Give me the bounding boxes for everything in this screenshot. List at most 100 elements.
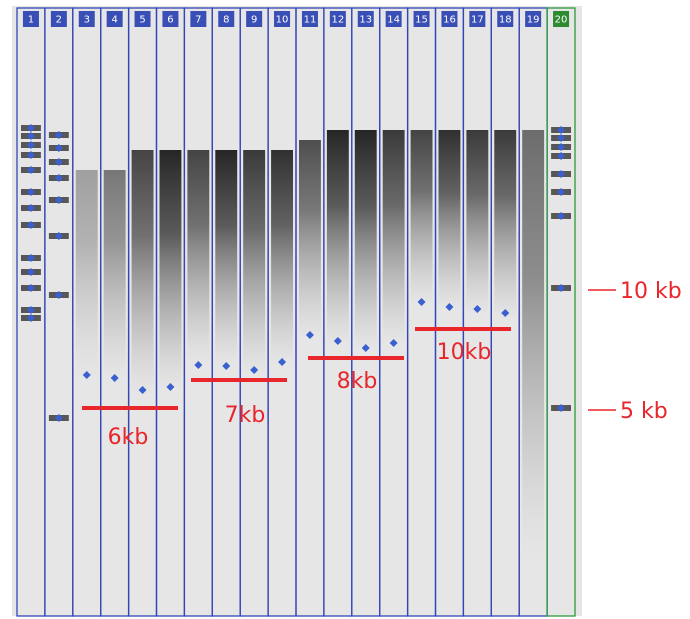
band-marker — [26, 151, 35, 159]
lane-tag — [413, 11, 430, 27]
band-marker — [54, 174, 63, 182]
lane-number: 14 — [387, 15, 400, 26]
band-marker — [194, 361, 203, 369]
lane-tag — [162, 11, 179, 27]
band-marker — [473, 305, 482, 313]
lane-number: 17 — [471, 15, 484, 26]
lane-number: 10 — [276, 15, 289, 26]
band-marker — [26, 124, 35, 132]
lane-tag — [274, 11, 291, 27]
band-marker — [138, 386, 147, 394]
lane-tag — [218, 11, 235, 27]
band-marker — [557, 404, 566, 412]
dna-smear — [299, 140, 321, 340]
band-marker — [557, 152, 566, 160]
lane-tag — [329, 11, 346, 27]
band-marker — [333, 337, 342, 345]
size-label: 8kb — [337, 369, 378, 394]
band-marker — [250, 366, 259, 374]
band-marker — [557, 284, 566, 292]
lane-number: 6 — [167, 15, 173, 26]
band-marker — [305, 331, 314, 339]
lane-number: 13 — [359, 15, 372, 26]
lane-tag — [190, 11, 207, 27]
lane-tag — [357, 11, 374, 27]
dna-smear — [466, 130, 489, 315]
lane-number: 20 — [555, 15, 568, 26]
band-marker — [26, 306, 35, 314]
lane-number: 7 — [195, 15, 201, 26]
dna-smear — [215, 150, 238, 365]
band-marker — [26, 132, 35, 140]
dna-smear — [326, 130, 349, 345]
lane-tag — [301, 11, 318, 27]
lane-number: 15 — [415, 15, 428, 26]
band-marker — [26, 268, 35, 276]
lane-number: 9 — [251, 15, 257, 26]
lane-tag — [134, 11, 151, 27]
band-marker — [501, 309, 510, 317]
band-marker — [26, 284, 35, 292]
marker-label: 5 kb — [620, 399, 668, 424]
dna-smear — [438, 130, 461, 310]
lane-tag — [441, 11, 458, 27]
dna-smear — [271, 150, 293, 365]
band-marker — [26, 166, 35, 174]
dna-smear — [103, 170, 126, 380]
band-marker — [54, 291, 63, 299]
lane-tag — [385, 11, 402, 27]
dna-smear — [187, 150, 210, 365]
band-marker — [82, 371, 91, 379]
marker-label: 10 kb — [620, 279, 682, 304]
lane-number: 16 — [443, 15, 456, 26]
lane-number: 5 — [139, 15, 145, 26]
lane-tag — [246, 11, 263, 27]
size-label: 7kb — [225, 403, 266, 428]
lane-number: 4 — [111, 15, 117, 26]
band-marker — [166, 383, 175, 391]
lane-number: 18 — [499, 15, 512, 26]
band-marker — [278, 358, 287, 366]
lane-number: 2 — [56, 15, 62, 26]
dna-smear — [159, 150, 182, 390]
dna-smear — [243, 150, 266, 375]
band-marker — [26, 254, 35, 262]
band-marker — [361, 344, 370, 352]
band-marker — [222, 362, 231, 370]
band-marker — [26, 141, 35, 149]
band-marker — [26, 314, 35, 322]
band-marker — [389, 339, 398, 347]
band-marker — [26, 188, 35, 196]
band-marker — [557, 170, 566, 178]
band-marker — [54, 414, 63, 422]
lane-number: 11 — [304, 15, 317, 26]
band-marker — [557, 126, 566, 134]
lane-number: 12 — [331, 15, 344, 26]
band-marker — [557, 212, 566, 220]
lane-number: 19 — [527, 15, 540, 26]
lane-number: 3 — [84, 15, 90, 26]
band-marker — [54, 158, 63, 166]
band-marker — [54, 144, 63, 152]
band-marker — [54, 232, 63, 240]
band-marker — [54, 196, 63, 204]
band-marker — [557, 143, 566, 151]
lane-tag — [497, 11, 514, 27]
band-marker — [26, 221, 35, 229]
dna-smear — [410, 130, 433, 305]
lane-number: 1 — [28, 15, 34, 26]
band-marker — [445, 303, 454, 311]
dna-smear — [522, 130, 545, 560]
dna-smear — [494, 130, 517, 320]
lane-tag — [553, 11, 570, 27]
band-marker — [110, 374, 119, 382]
lane-tag — [22, 11, 39, 27]
lane-tag — [525, 11, 542, 27]
size-label: 10kb — [437, 340, 492, 365]
dna-smear — [75, 170, 98, 380]
band-marker — [26, 204, 35, 212]
dna-smear — [354, 130, 377, 350]
size-label: 6kb — [108, 425, 149, 450]
dna-smear — [382, 130, 405, 345]
